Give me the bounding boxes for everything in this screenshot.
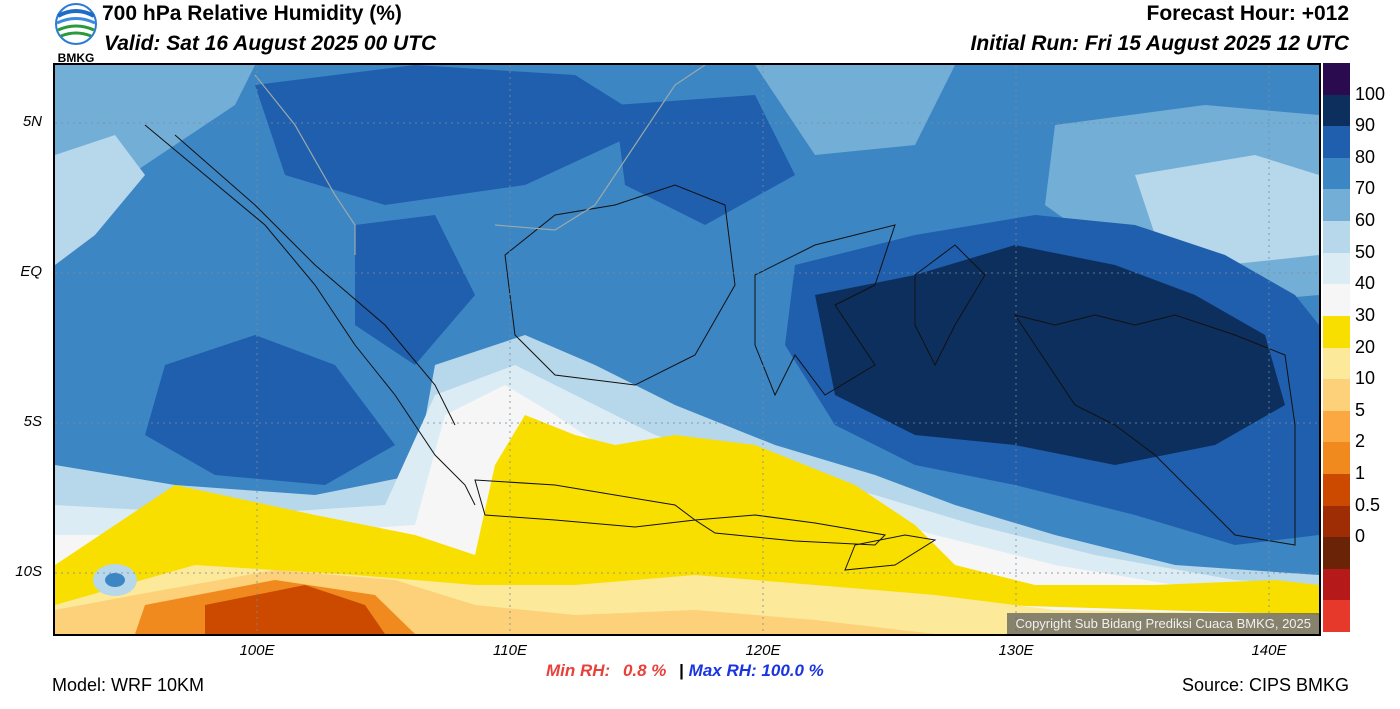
lat-tick-eq: EQ: [20, 263, 42, 280]
colorbar-label: 1: [1355, 462, 1366, 483]
max-rh-value: 100.0 %: [761, 661, 824, 680]
min-rh-value: 0.8 %: [622, 661, 667, 680]
min-rh-label: Min RH:: [546, 661, 611, 680]
colorbar-swatch: [1323, 568, 1350, 601]
colorbar-label: 50: [1355, 241, 1376, 262]
colorbar-swatch: [1323, 252, 1350, 285]
lon-tick-130e: 130E: [998, 642, 1034, 659]
stats-separator: |: [679, 661, 684, 680]
rh-stats: Min RH: 0.8 % | Max RH: 100.0 %: [546, 661, 824, 681]
colorbar-label: 0: [1355, 526, 1366, 547]
map-title: 700 hPa Relative Humidity (%): [102, 2, 402, 25]
colorbar-label: 70: [1355, 178, 1376, 199]
sulawesi-coast: [754, 224, 896, 397]
colorbar-swatch: [1323, 284, 1350, 317]
colorbar-swatch: [1323, 505, 1350, 538]
colorbar-label: 80: [1355, 146, 1376, 167]
colorbar-label: 60: [1355, 210, 1376, 231]
colorbar-swatch: [1323, 600, 1350, 633]
humidity-field: [55, 65, 1319, 634]
colorbar-swatch: [1323, 347, 1350, 380]
colorbar-swatch: [1323, 442, 1350, 475]
lat-tick-5n: 5N: [22, 113, 42, 130]
colorbar-label: 2: [1355, 431, 1366, 452]
colorbar-swatch: [1323, 157, 1350, 190]
colorbar-label: 100: [1355, 83, 1386, 104]
initial-run: Initial Run: Fri 15 August 2025 12 UTC: [970, 32, 1349, 55]
lon-tick-100e: 100E: [239, 642, 275, 659]
colorbar-swatches: [1323, 63, 1350, 633]
colorbar-label: 5: [1355, 399, 1366, 420]
colorbar-swatch: [1323, 410, 1350, 443]
colorbar-swatch: [1323, 315, 1350, 348]
logo-text: BMKG: [57, 51, 95, 65]
colorbar-label: 0.5: [1355, 494, 1381, 515]
colorbar-swatch: [1323, 221, 1350, 254]
model-name: Model: WRF 10KM: [52, 675, 205, 695]
bmkg-logo: BMKG: [52, 2, 100, 65]
colorbar-swatch: [1323, 473, 1350, 507]
humidity-map: Copyright Sub Bidang Prediksi Cuaca BMKG…: [53, 63, 1321, 636]
sumatra-coast: [144, 124, 476, 506]
lon-tick-140e: 140E: [1251, 642, 1287, 659]
borneo-coast: [504, 184, 736, 386]
lon-tick-120e: 120E: [745, 642, 781, 659]
colorbar-swatch: [1323, 126, 1350, 159]
lon-tick-110e: 110E: [493, 642, 527, 659]
bmkg-emblem-icon: [55, 3, 97, 45]
colorbar-swatch: [1323, 94, 1350, 127]
copyright-notice: Copyright Sub Bidang Prediksi Cuaca BMKG…: [1007, 613, 1319, 634]
colorbar-label: 10: [1355, 368, 1376, 389]
colorbar-swatch: [1323, 63, 1350, 96]
lat-tick-5s: 5S: [23, 413, 42, 430]
valid-time: Valid: Sat 16 August 2025 00 UTC: [104, 32, 437, 55]
colorbar-swatch: [1323, 379, 1350, 412]
papua-coast: [1013, 314, 1296, 546]
colorbar-label: 20: [1355, 336, 1376, 357]
colorbar-swatch: [1323, 537, 1350, 570]
colorbar-swatch: [1323, 189, 1350, 222]
lat-tick-10s: 10S: [15, 563, 42, 580]
max-rh-label: Max RH:: [688, 661, 757, 680]
colorbar: [1323, 63, 1350, 633]
colorbar-label: 40: [1355, 273, 1376, 294]
data-source: Source: CIPS BMKG: [1181, 675, 1349, 695]
colorbar-label: 90: [1355, 115, 1376, 136]
colorbar-label: 30: [1355, 304, 1376, 325]
forecast-hour: Forecast Hour: +012: [1146, 2, 1350, 25]
